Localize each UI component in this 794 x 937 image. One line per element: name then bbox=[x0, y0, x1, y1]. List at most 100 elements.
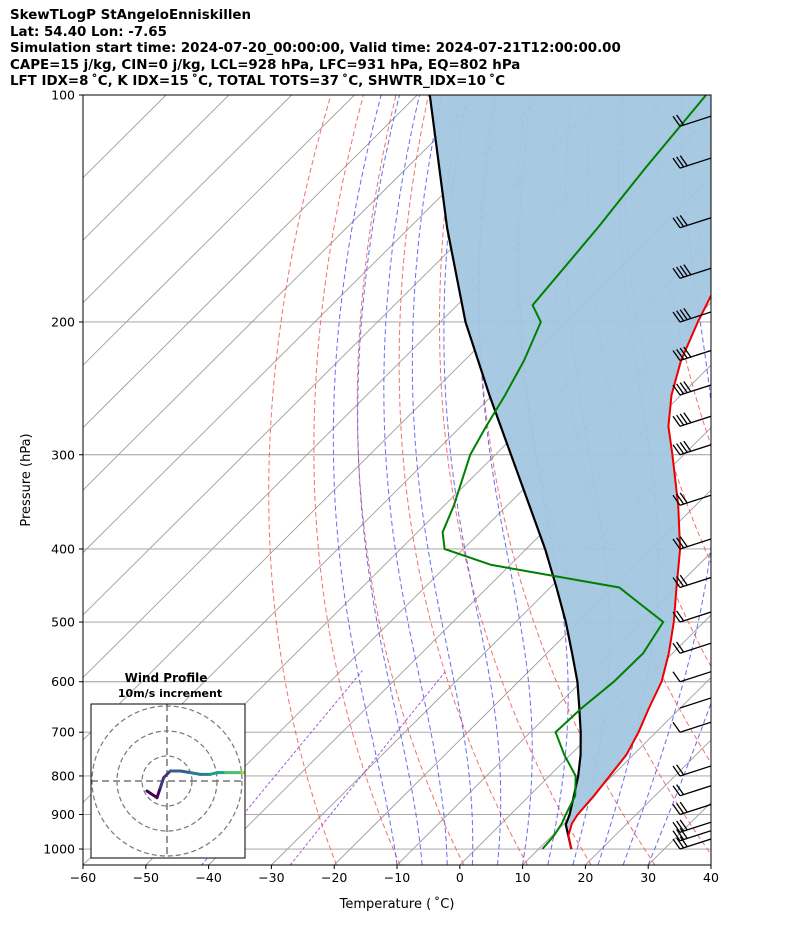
wind-barb-flag bbox=[672, 538, 681, 550]
wind-barb bbox=[672, 114, 711, 127]
x-tick-label: −10 bbox=[384, 870, 410, 885]
chart-header: SkewTLogP StAngeloEnniskillen Lat: 54.40… bbox=[10, 8, 621, 91]
wind-barb-staff bbox=[679, 115, 711, 127]
wind-barb-flag bbox=[672, 577, 681, 588]
hodograph-segment bbox=[188, 771, 202, 776]
wind-barb-flag bbox=[672, 721, 681, 733]
dry-adiabat-line bbox=[313, 95, 401, 865]
wind-barb-staff bbox=[679, 415, 711, 427]
wind-barb-flag bbox=[679, 801, 688, 813]
x-tick-label: 30 bbox=[640, 870, 656, 885]
wind-barb bbox=[672, 827, 711, 842]
wind-barb-flag bbox=[679, 265, 688, 277]
hodograph-segment bbox=[162, 769, 172, 780]
wind-barb bbox=[672, 492, 711, 506]
wind-barb-flag bbox=[672, 444, 681, 456]
time-line: Simulation start time: 2024-07-20_00:00:… bbox=[10, 41, 621, 57]
wind-barb-flag bbox=[672, 494, 681, 506]
wind-barb-flag bbox=[679, 827, 688, 839]
wind-barb-flag bbox=[679, 441, 688, 453]
wind-barb-flag bbox=[676, 802, 685, 814]
dry-adiabat-line bbox=[398, 95, 528, 865]
wind-barb-flag bbox=[679, 382, 688, 394]
wind-barb bbox=[672, 784, 711, 797]
wind-barb-staff bbox=[679, 267, 711, 279]
wind-barb-staff bbox=[680, 95, 683, 96]
cape-line: CAPE=15 j/kg, CIN=0 j/kg, LCL=928 hPa, L… bbox=[10, 57, 521, 73]
y-axis-label: Pressure (hPa) bbox=[19, 433, 34, 526]
wind-barb-flag bbox=[676, 414, 685, 426]
wind-barb-flag bbox=[676, 493, 685, 505]
wind-barb-flag bbox=[672, 765, 681, 777]
wind-barb-flag bbox=[676, 837, 685, 849]
wind-barb-flag bbox=[672, 384, 681, 396]
wind-barb-flag bbox=[679, 215, 688, 226]
wind-barb-staff bbox=[679, 765, 711, 777]
wind-barb bbox=[672, 440, 711, 456]
y-tick-label: 700 bbox=[51, 725, 75, 740]
parcel-line bbox=[428, 95, 582, 850]
wind-barb-flag bbox=[676, 829, 685, 840]
isotherm-line bbox=[396, 551, 711, 865]
wind-barb-flag bbox=[676, 310, 685, 322]
wind-barb-flag bbox=[672, 671, 681, 683]
wind-barb bbox=[672, 264, 711, 279]
moist-adiabat-line bbox=[647, 701, 711, 865]
wind-barb-flag bbox=[679, 413, 688, 425]
x-tick-label: 0 bbox=[456, 870, 464, 885]
isotherm-line bbox=[522, 676, 711, 865]
wind-barb-staff bbox=[679, 494, 711, 506]
y-tick-label: 600 bbox=[51, 674, 75, 689]
wind-barb bbox=[672, 721, 711, 733]
wind-barb-staff bbox=[679, 721, 711, 733]
wind-barb bbox=[672, 764, 711, 777]
wind-barb-staff bbox=[679, 803, 711, 816]
mixing-ratio-line bbox=[289, 670, 447, 865]
wind-barb bbox=[679, 697, 711, 709]
moist-adiabat-line bbox=[383, 95, 448, 865]
wind-barb-staff bbox=[679, 311, 711, 323]
wind-barb-flag bbox=[676, 537, 685, 549]
x-axis-ticks: −60 −50 −40 −30 −20 −10 0 10 20 30 40 bbox=[70, 865, 719, 885]
dry-adiabat-line bbox=[438, 95, 592, 865]
wind-barb bbox=[672, 346, 711, 362]
plot-area bbox=[83, 95, 711, 865]
wind-barb-flag bbox=[672, 785, 681, 797]
y-tick-label: 500 bbox=[51, 615, 75, 630]
wind-barb bbox=[672, 574, 711, 589]
wind-barb bbox=[672, 155, 711, 169]
cape-fill bbox=[429, 95, 711, 849]
wind-barb-flag bbox=[683, 308, 692, 319]
wind-barb-staff bbox=[679, 384, 711, 396]
wind-barb-flag bbox=[679, 836, 688, 847]
moist-adiabat-line bbox=[411, 95, 474, 865]
wind-barb-flag bbox=[672, 611, 681, 623]
wind-barb-flag bbox=[672, 217, 681, 229]
wind-barb-flag bbox=[676, 764, 685, 776]
wind-barb-flag bbox=[683, 412, 692, 424]
wind-barb-flag bbox=[672, 642, 681, 654]
y-tick-label: 400 bbox=[51, 541, 75, 556]
y-tick-label: 800 bbox=[51, 768, 75, 783]
wind-barb-flag bbox=[679, 155, 688, 167]
isotherm-line bbox=[83, 95, 355, 366]
wind-barb-flag bbox=[672, 115, 681, 127]
inset-title: Wind Profile bbox=[125, 671, 208, 685]
wind-barb bbox=[672, 819, 711, 833]
x-tick-label: 10 bbox=[515, 870, 531, 885]
y-tick-label: 300 bbox=[51, 447, 75, 462]
cape-area bbox=[429, 95, 711, 849]
wind-barb-flag bbox=[679, 819, 688, 831]
dewpoint-line bbox=[441, 95, 707, 850]
wind-barb-staff bbox=[679, 538, 711, 550]
hodograph-segment bbox=[158, 776, 166, 790]
wind-barb bbox=[672, 381, 711, 396]
wind-barb-flag bbox=[672, 415, 681, 427]
inset-frame bbox=[90, 703, 246, 859]
wind-barbs bbox=[672, 95, 711, 850]
isotherm-line bbox=[83, 95, 544, 554]
wind-barb bbox=[672, 536, 711, 550]
wind-profile-inset: Wind Profile 10m/s increment bbox=[90, 671, 246, 859]
wind-barb-flag bbox=[672, 350, 681, 361]
wind-barb-flag bbox=[676, 348, 685, 360]
